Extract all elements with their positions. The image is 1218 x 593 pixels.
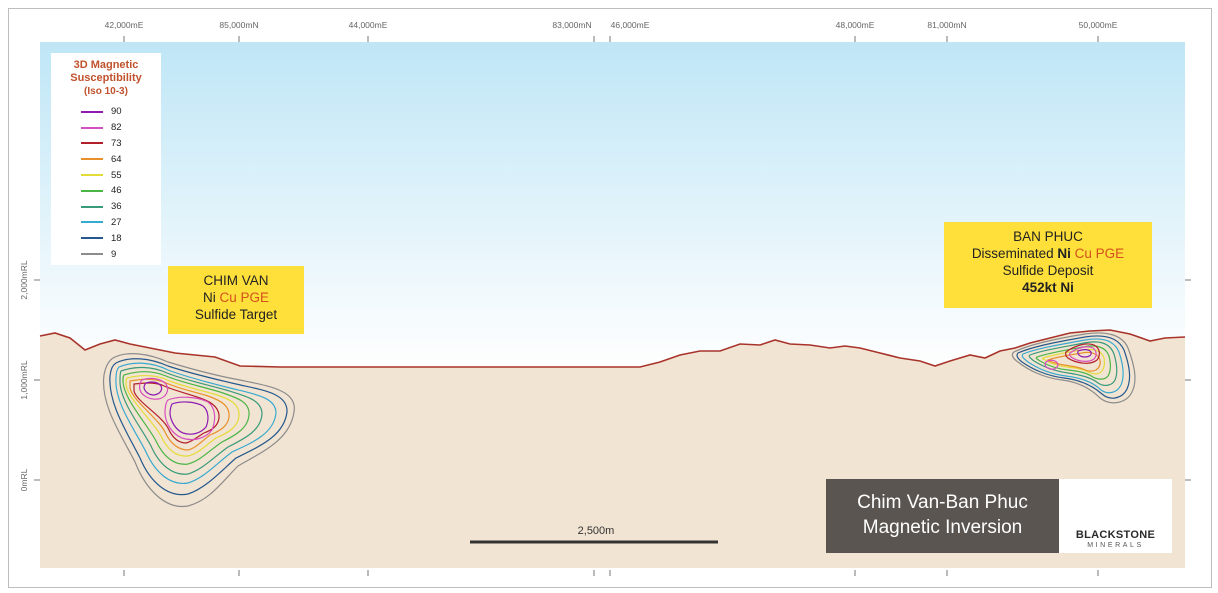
ban-phuc-tonnage: 452kt Ni	[1022, 280, 1074, 295]
chim-van-anomaly	[102, 353, 295, 508]
chim-van-title: CHIM VAN	[203, 273, 269, 288]
legend-value: 46	[111, 185, 122, 197]
legend-value: 64	[111, 153, 122, 165]
contour-64	[1046, 351, 1101, 372]
top-tick-label: 83,000mN	[552, 20, 591, 30]
legend-item: 90	[51, 104, 161, 120]
ban-phuc-pge: PGE	[1095, 246, 1125, 261]
chim-van-type: Sulfide Target	[194, 307, 278, 322]
chim-van-cu: Cu	[219, 290, 237, 305]
contour-36	[1028, 341, 1118, 386]
figure-title-line-2: Magnetic Inversion	[862, 517, 1023, 538]
ban-phuc-ni: Ni	[1057, 246, 1071, 261]
legend-swatch	[81, 174, 103, 177]
top-tick-label: 42,000mE	[105, 20, 144, 30]
rl-label: 0mRL	[19, 468, 29, 491]
legend-item: 82	[51, 120, 161, 136]
ban-phuc-anomaly	[1011, 332, 1136, 404]
legend-items: 90 82 73 64 55 46 36 27 18 9	[51, 104, 161, 262]
legend-value: 36	[111, 201, 122, 213]
ban-phuc-title: BAN PHUC	[1013, 229, 1083, 244]
ban-phuc-type: Sulfide Deposit	[1002, 263, 1094, 278]
legend-item: 55	[51, 167, 161, 183]
contour-9	[102, 353, 295, 508]
rl-axis: 2,000mRL 1,000mRL 0mRL	[19, 260, 1191, 491]
contour-18	[109, 358, 288, 496]
branding-panel: Chim Van-Ban Phuc Magnetic Inversion BLA…	[826, 479, 1172, 553]
susceptibility-legend: 3D Magnetic Susceptibility (Iso 10-3) 90…	[51, 53, 161, 265]
legend-swatch	[81, 237, 103, 240]
ban-phuc-cu: Cu	[1074, 246, 1092, 261]
top-axis: 42,000mE 85,000mN 44,000mE 83,000mN 46,0…	[105, 20, 1118, 42]
legend-item: 9	[51, 246, 161, 262]
bottom-axis	[123, 570, 1099, 576]
contour-36	[119, 366, 263, 475]
ban-phuc-callout: BAN PHUC Disseminated Ni Cu PGE Sulfide …	[944, 222, 1152, 308]
scale-bar-label: 2,500m	[577, 525, 615, 537]
legend-item: 73	[51, 136, 161, 152]
legend-item: 27	[51, 215, 161, 231]
figure-title-box: Chim Van-Ban Phuc Magnetic Inversion	[826, 479, 1059, 553]
figure-title-line-1: Chim Van-Ban Phuc	[857, 492, 1028, 513]
legend-value: 82	[111, 122, 122, 134]
legend-value: 9	[111, 248, 117, 260]
legend-item: 36	[51, 199, 161, 215]
top-tick-label: 44,000mE	[349, 20, 388, 30]
legend-swatch	[81, 253, 103, 256]
legend-value: 73	[111, 137, 122, 149]
contour-64	[129, 378, 230, 451]
contour-82	[139, 377, 216, 441]
legend-swatch	[81, 189, 103, 192]
chim-van-callout: CHIM VAN Ni Cu PGE Sulfide Target	[168, 266, 304, 334]
ban-phuc-disseminated: Disseminated	[971, 246, 1054, 261]
contour-90	[1077, 349, 1092, 358]
chim-van-ni: Ni	[202, 290, 216, 305]
legend-subtitle: (Iso 10-3)	[84, 86, 128, 97]
legend-swatch	[81, 205, 103, 208]
legend-swatch	[81, 110, 103, 113]
legend-value: 90	[111, 106, 122, 118]
legend-title-line-2: Susceptibility	[70, 72, 142, 84]
legend-title-line-1: 3D Magnetic	[73, 59, 139, 71]
top-tick-label: 81,000mN	[927, 20, 966, 30]
legend-swatch	[81, 158, 103, 161]
legend-item: 18	[51, 230, 161, 246]
legend-item: 64	[51, 151, 161, 167]
top-tick-label: 46,000mE	[611, 20, 650, 30]
terrain-profile-line	[39, 329, 1186, 368]
contour-46	[122, 371, 250, 465]
top-tick-label: 85,000mN	[219, 20, 258, 30]
contour-27	[115, 362, 277, 484]
contour-73	[1065, 343, 1100, 364]
rl-label: 2,000mRL	[19, 260, 29, 299]
legend-item: 46	[51, 183, 161, 199]
contour-9	[1011, 332, 1136, 404]
chim-van-metals: Ni Cu PGE	[168, 289, 304, 306]
contour-90	[143, 381, 209, 435]
contour-27	[1021, 338, 1124, 394]
chim-van-pge: PGE	[240, 290, 270, 305]
contour-73	[133, 382, 220, 444]
legend-value: 27	[111, 216, 122, 228]
contour-18	[1016, 335, 1131, 399]
company-name: BLACKSTONE	[1075, 529, 1156, 541]
rl-label: 1,000mRL	[19, 360, 29, 399]
legend-value: 55	[111, 169, 122, 181]
company-subtitle: MINERALS	[1087, 542, 1144, 549]
company-logo: BLACKSTONE MINERALS	[1059, 479, 1172, 553]
top-tick-label: 50,000mE	[1079, 20, 1118, 30]
contour-82	[1044, 346, 1097, 370]
legend-swatch	[81, 142, 103, 145]
legend-swatch	[81, 221, 103, 224]
legend-swatch	[81, 126, 103, 129]
legend-value: 18	[111, 232, 122, 244]
top-tick-label: 48,000mE	[836, 20, 875, 30]
ban-phuc-metals: Disseminated Ni Cu PGE	[944, 245, 1152, 262]
contour-55	[125, 374, 240, 457]
